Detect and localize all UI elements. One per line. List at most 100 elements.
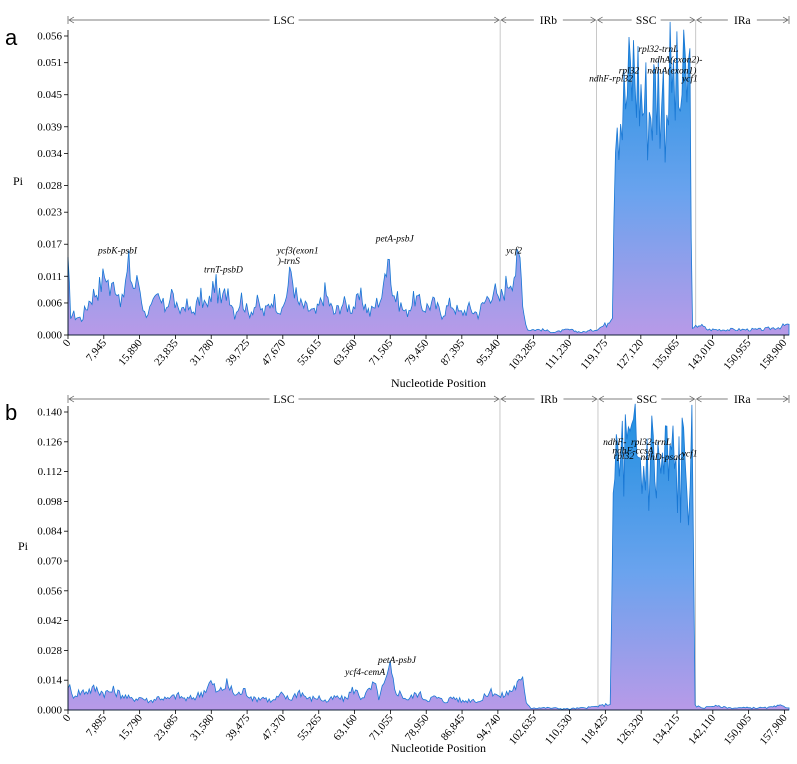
x-tick-label: 157,900 xyxy=(758,712,790,747)
region-label-irb: IRb xyxy=(540,15,558,27)
x-tick-label: 7,945 xyxy=(84,337,109,364)
x-tick-label: 127,120 xyxy=(614,337,646,372)
x-tick-label: 95,340 xyxy=(474,337,503,368)
region-label-bg xyxy=(727,391,757,405)
y-tick-label: 0.070 xyxy=(37,556,62,568)
x-tick-label: 39,725 xyxy=(224,337,253,368)
arrow-head-left xyxy=(596,16,603,24)
region-label-ssc: SSC xyxy=(636,15,657,27)
arrow-head-right xyxy=(689,395,696,403)
peak-annotation: ycf4-cemA xyxy=(344,667,385,678)
region-label-lsc: LSC xyxy=(273,394,294,406)
x-tick-label: 134,215 xyxy=(650,712,682,747)
region-bar: LSC IRb SSC IRa xyxy=(67,391,790,710)
x-tick-label: 15,790 xyxy=(116,712,145,743)
peak-annotation: ndhD-psaC xyxy=(640,453,684,463)
y-tick-label: 0.098 xyxy=(37,496,62,508)
chart-panel-a: a LSC IRb SSC IRa 0.000 0.006 0.011 0.017 0.023 0.… xyxy=(5,12,790,390)
y-tick-label: 0.084 xyxy=(37,526,62,538)
y-tick-label: 0.034 xyxy=(37,148,62,160)
x-tick-label: 0 xyxy=(61,712,74,724)
x-tick-label: 47,670 xyxy=(259,337,288,368)
region-label-ira: IRa xyxy=(734,15,751,27)
arrow-head-left xyxy=(500,395,507,403)
x-tick-label: 15,890 xyxy=(116,337,145,368)
x-tick-label: 150,955 xyxy=(721,337,753,372)
peak-annotation: ndhF-rpl32 xyxy=(589,74,633,84)
x-tick-label: 0 xyxy=(61,337,74,349)
arrow-head-left xyxy=(598,395,605,403)
x-tick-label: 63,560 xyxy=(331,337,360,368)
x-tick-label: 71,055 xyxy=(367,712,396,743)
region-label-ira: IRa xyxy=(734,394,751,406)
y-tick-label: 0.014 xyxy=(37,675,62,687)
y-tick-label: 0.011 xyxy=(38,271,62,283)
x-tick-label: 86,845 xyxy=(439,712,468,743)
y-tick-label: 0.112 xyxy=(38,466,62,478)
y-tick-label: 0.056 xyxy=(37,585,62,597)
x-tick-label: 158,900 xyxy=(757,337,789,372)
x-tick-label: 39,475 xyxy=(224,712,253,743)
y-tick-label: 0.023 xyxy=(37,207,62,219)
x-tick-label: 94,740 xyxy=(475,712,504,743)
arrow-head-left xyxy=(695,395,702,403)
x-tick-label: 47,370 xyxy=(260,712,289,743)
x-tick-label: 79,450 xyxy=(403,337,432,368)
y-tick-label: 0.028 xyxy=(37,180,62,192)
region-label-bg xyxy=(727,12,757,26)
peak-annotation: ndhF- xyxy=(603,438,626,448)
arrow-head-right xyxy=(689,16,696,24)
x-tick-label: 23,685 xyxy=(152,712,181,743)
x-tick-label: 143,010 xyxy=(686,337,718,372)
chart-panel-b: b LSC IRb SSC IRa 0.000 0.014 0.028 0.042 0.056 0.… xyxy=(5,391,790,755)
y-tick-label: 0.126 xyxy=(37,436,62,448)
region-label-bg xyxy=(534,391,564,405)
peak-annotation: ycf3(exon1 xyxy=(276,245,319,256)
x-tick-label: 119,175 xyxy=(578,337,610,372)
arrow-head-right xyxy=(782,16,789,24)
y-tick-label: 0.056 xyxy=(37,31,62,43)
arrow-head-right xyxy=(590,16,597,24)
region-label-bg xyxy=(632,391,662,405)
arrow-head-left xyxy=(696,16,702,24)
panel-label: a xyxy=(5,25,18,50)
x-tick-label: 142,110 xyxy=(686,712,718,747)
y-tick-label: 0.000 xyxy=(37,705,62,717)
arrow-head-right xyxy=(591,395,598,403)
peak-annotation: petA-psbJ xyxy=(377,656,417,666)
region-label-lsc: LSC xyxy=(274,15,295,27)
y-tick-label: 0.042 xyxy=(37,615,62,627)
arrow-head-left xyxy=(68,16,75,24)
y-tick-label: 0.051 xyxy=(37,57,62,69)
arrow-head-right xyxy=(493,16,500,24)
peak-annotation: rpl32-trnL xyxy=(631,438,671,448)
peak-annotation: ndhA(exon2)- xyxy=(650,55,702,66)
x-tick-label: 126,320 xyxy=(614,712,646,747)
x-tick-label: 87,395 xyxy=(438,337,467,368)
region-label-bg xyxy=(269,12,299,26)
region-label-irb: IRb xyxy=(540,394,558,406)
peak-annotation: petA-psbJ xyxy=(375,235,415,245)
x-tick-label: 111,230 xyxy=(543,337,575,372)
y-tick-label: 0.045 xyxy=(37,89,62,101)
x-tick-label: 23,835 xyxy=(152,337,181,368)
y-tick-label: 0.028 xyxy=(37,645,62,657)
region-label-bg xyxy=(269,391,299,405)
region-label-bg xyxy=(533,12,563,26)
peak-annotation: rpl32 xyxy=(619,66,640,76)
x-tick-label: 103,285 xyxy=(507,337,539,372)
x-tick-label: 150,005 xyxy=(722,712,754,747)
x-tick-label: 55,615 xyxy=(295,337,324,368)
x-tick-label: 78,950 xyxy=(403,712,432,743)
x-tick-label: 63,160 xyxy=(331,712,360,743)
peak-annotation: rpl32 xyxy=(614,452,635,462)
y-tick-label: 0.000 xyxy=(37,330,62,342)
y-tick-label: 0.039 xyxy=(37,121,62,133)
peak-annotation: )-trnS xyxy=(277,256,300,267)
x-tick-label: 7,895 xyxy=(84,712,109,739)
region-label-ssc: SSC xyxy=(637,394,658,406)
arrow-head-left xyxy=(500,16,507,24)
panel-label: b xyxy=(5,400,17,425)
peak-annotation: ycf2 xyxy=(505,245,522,256)
